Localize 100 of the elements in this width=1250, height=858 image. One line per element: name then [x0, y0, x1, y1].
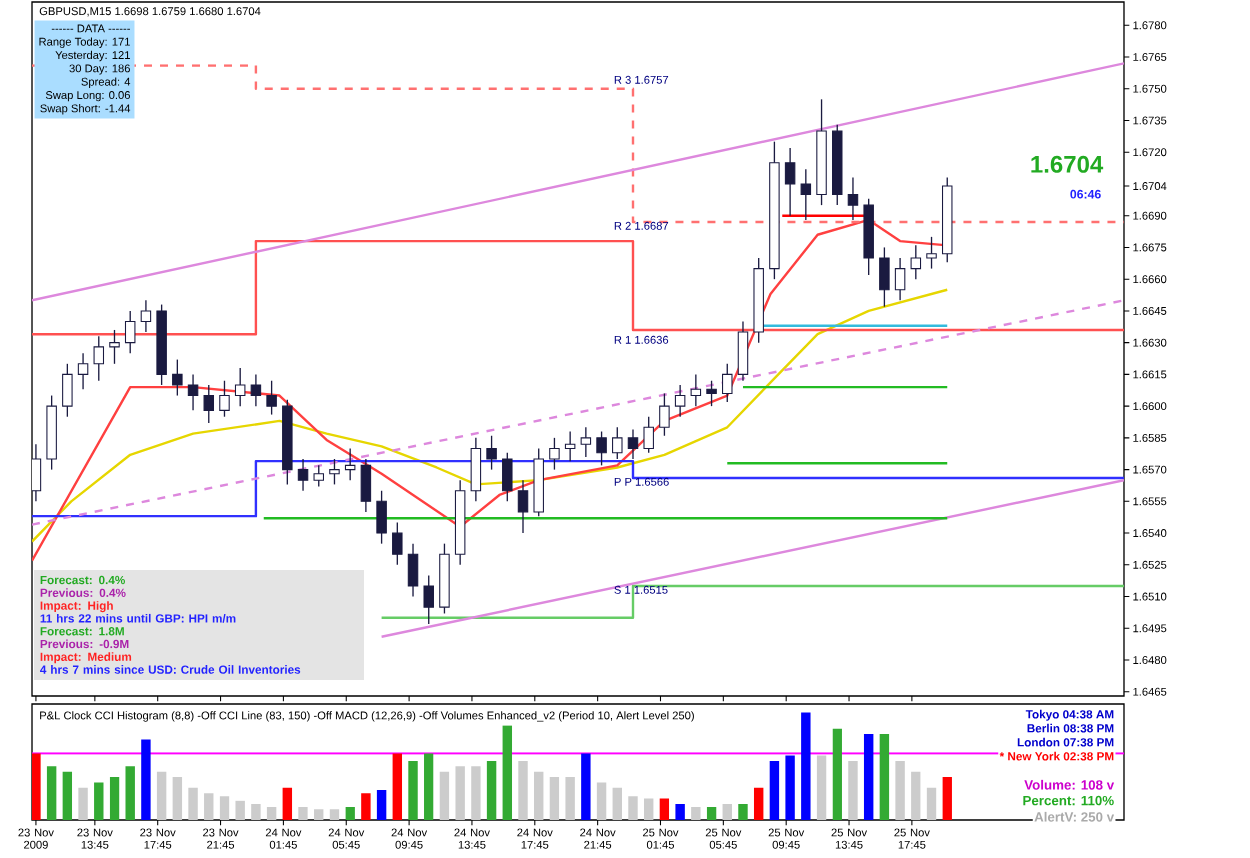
bar [439, 771, 450, 820]
candlestick [250, 373, 262, 407]
bar [109, 777, 120, 820]
bar [219, 796, 230, 820]
bar [769, 760, 780, 820]
annotation: 1.6704 [1031, 155, 1104, 173]
bar [32, 753, 41, 820]
candlestick [470, 437, 482, 503]
candlestick [690, 373, 702, 407]
candlestick [203, 384, 215, 424]
bar [801, 712, 811, 820]
bar [659, 798, 670, 820]
candlestick [926, 236, 937, 270]
candlestick [109, 329, 120, 365]
bar [581, 753, 591, 820]
candlestick [360, 458, 372, 513]
bar [785, 755, 795, 820]
bar [486, 760, 497, 820]
bar [361, 793, 371, 820]
bar [612, 787, 622, 820]
bar [408, 760, 418, 820]
bar [926, 787, 937, 820]
bar [329, 809, 340, 820]
candlestick [486, 435, 497, 471]
bar [534, 771, 544, 820]
candlestick [737, 320, 749, 382]
bar [832, 728, 842, 820]
bar [172, 777, 183, 820]
candlestick [549, 437, 560, 471]
bar [738, 803, 748, 820]
bar [188, 787, 198, 820]
candlestick [894, 257, 906, 302]
candlestick [62, 363, 73, 418]
bar [518, 760, 528, 820]
bar [502, 725, 513, 820]
candlestick [313, 464, 325, 488]
candlestick [234, 367, 246, 407]
bar [942, 777, 952, 820]
candlestick [847, 176, 859, 221]
candlestick [187, 373, 199, 412]
candlestick [502, 452, 513, 503]
candlestick [517, 479, 529, 534]
bar [816, 755, 827, 820]
bar [722, 803, 732, 820]
candlestick [564, 430, 576, 462]
bar [471, 766, 481, 820]
bar [376, 789, 387, 820]
bar [314, 809, 324, 820]
bar [125, 766, 135, 820]
candlestick [407, 542, 419, 598]
bar [235, 800, 245, 820]
bar [392, 753, 403, 820]
candlestick [612, 426, 623, 460]
bar [424, 753, 434, 820]
bar [141, 739, 151, 820]
bar [156, 771, 167, 820]
candlestick [297, 458, 309, 492]
bar [345, 807, 355, 820]
candlestick [800, 168, 812, 221]
bar [675, 803, 685, 820]
bar [691, 807, 701, 820]
candlestick [77, 352, 89, 390]
bar [895, 760, 905, 820]
bar [911, 771, 921, 820]
bar [266, 807, 277, 820]
bar [706, 807, 717, 820]
bar [46, 766, 57, 820]
candlestick [879, 246, 890, 308]
bar [455, 766, 465, 820]
candlestick [329, 458, 340, 486]
candlestick [659, 392, 670, 437]
bar [62, 771, 73, 820]
bar [94, 782, 104, 820]
bar [549, 777, 560, 820]
bar [863, 734, 874, 820]
candlestick [392, 521, 403, 566]
candlestick [124, 310, 136, 354]
bar [879, 734, 890, 820]
candlestick [910, 244, 922, 280]
candlestick [706, 380, 717, 407]
candlestick [423, 574, 434, 625]
candlestick [784, 147, 796, 217]
line-series [32, 288, 949, 543]
bar [596, 782, 607, 820]
candlestick [219, 380, 230, 418]
candlestick [580, 426, 592, 458]
candlestick [93, 335, 105, 382]
bar [848, 760, 858, 820]
candlestick [172, 358, 183, 397]
candlestick [722, 363, 733, 403]
candlestick [344, 447, 356, 481]
candlestick [596, 430, 607, 467]
candlestick [627, 428, 639, 460]
candlestick [376, 490, 387, 545]
candlestick [643, 416, 654, 454]
bar [298, 807, 308, 820]
bar [753, 787, 764, 820]
bar [282, 787, 293, 820]
bar [204, 793, 214, 820]
candlestick [266, 380, 277, 416]
